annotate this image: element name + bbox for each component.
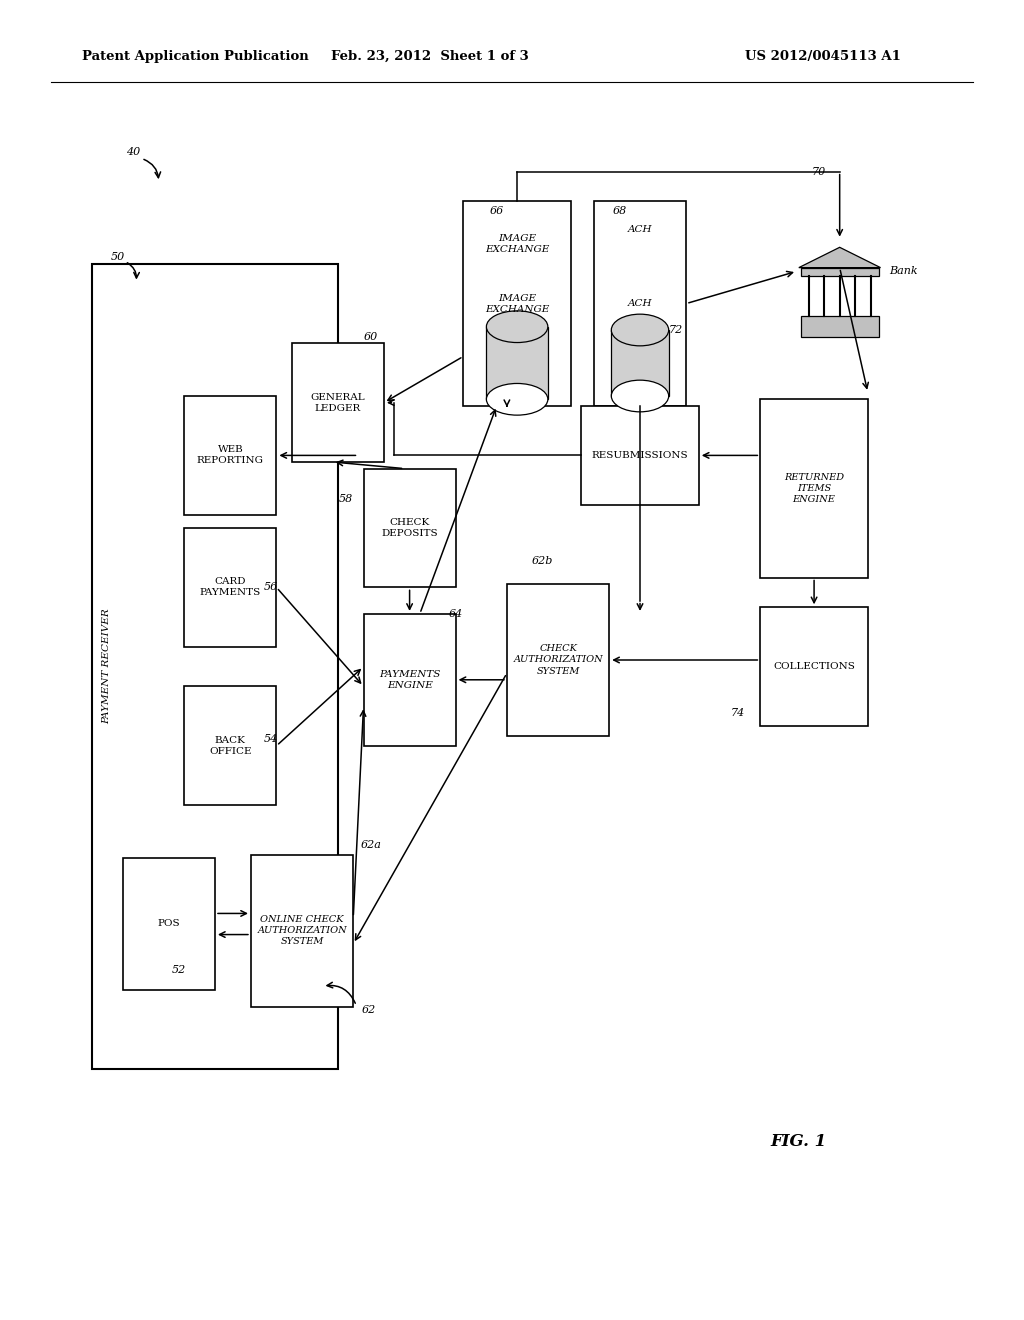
Text: CHECK
DEPOSITS: CHECK DEPOSITS — [381, 517, 438, 539]
FancyBboxPatch shape — [507, 583, 609, 737]
FancyBboxPatch shape — [92, 264, 338, 1069]
FancyBboxPatch shape — [123, 858, 215, 990]
Ellipse shape — [486, 383, 548, 414]
Ellipse shape — [486, 312, 548, 343]
Text: 40: 40 — [126, 147, 140, 157]
Text: FIG. 1: FIG. 1 — [771, 1134, 826, 1150]
FancyBboxPatch shape — [582, 407, 698, 504]
FancyBboxPatch shape — [594, 201, 686, 407]
Text: IMAGE
EXCHANGE: IMAGE EXCHANGE — [485, 293, 549, 314]
Text: 72: 72 — [669, 325, 683, 335]
Text: Feb. 23, 2012  Sheet 1 of 3: Feb. 23, 2012 Sheet 1 of 3 — [331, 50, 529, 63]
FancyBboxPatch shape — [184, 686, 276, 805]
Text: 62b: 62b — [532, 556, 553, 566]
Text: 52: 52 — [172, 965, 186, 975]
Text: POS: POS — [158, 920, 180, 928]
FancyBboxPatch shape — [251, 855, 353, 1006]
Text: 56: 56 — [264, 582, 279, 593]
Text: 50: 50 — [111, 252, 125, 263]
Bar — [611, 330, 669, 396]
FancyBboxPatch shape — [463, 201, 571, 407]
Text: 74: 74 — [730, 708, 744, 718]
FancyBboxPatch shape — [292, 343, 384, 462]
Text: CHECK
AUTHORIZATION
SYSTEM: CHECK AUTHORIZATION SYSTEM — [513, 644, 603, 676]
FancyBboxPatch shape — [364, 614, 456, 746]
Text: BACK
OFFICE: BACK OFFICE — [209, 735, 252, 756]
Text: ACH: ACH — [628, 300, 652, 308]
Text: PAYMENT RECEIVER: PAYMENT RECEIVER — [102, 609, 111, 725]
Text: Patent Application Publication: Patent Application Publication — [82, 50, 308, 63]
Text: Bank: Bank — [889, 267, 918, 276]
Bar — [486, 326, 548, 399]
Text: ONLINE CHECK
AUTHORIZATION
SYSTEM: ONLINE CHECK AUTHORIZATION SYSTEM — [257, 915, 347, 946]
Ellipse shape — [611, 380, 669, 412]
Text: 66: 66 — [489, 206, 504, 216]
Bar — [801, 268, 879, 276]
Text: 54: 54 — [264, 734, 279, 744]
Bar — [801, 317, 879, 337]
Text: WEB
REPORTING: WEB REPORTING — [197, 445, 264, 466]
Text: PAYMENTS
ENGINE: PAYMENTS ENGINE — [379, 669, 440, 690]
Text: RESUBMISSIONS: RESUBMISSIONS — [592, 451, 688, 459]
Text: RETURNED
ITEMS
ENGINE: RETURNED ITEMS ENGINE — [784, 473, 844, 504]
FancyBboxPatch shape — [760, 399, 868, 578]
Text: IMAGE
EXCHANGE: IMAGE EXCHANGE — [485, 235, 549, 255]
Text: US 2012/0045113 A1: US 2012/0045113 A1 — [745, 50, 901, 63]
Text: GENERAL
LEDGER: GENERAL LEDGER — [310, 392, 366, 413]
Text: ACH: ACH — [628, 224, 652, 234]
Text: 60: 60 — [364, 331, 378, 342]
Text: 68: 68 — [612, 206, 627, 216]
Text: 62: 62 — [361, 1005, 376, 1015]
Text: 62a: 62a — [360, 840, 381, 850]
Ellipse shape — [611, 314, 669, 346]
FancyBboxPatch shape — [184, 528, 276, 647]
Text: 70: 70 — [812, 166, 826, 177]
Text: CARD
PAYMENTS: CARD PAYMENTS — [200, 577, 261, 598]
Text: 64: 64 — [449, 609, 463, 619]
Text: COLLECTIONS: COLLECTIONS — [773, 663, 855, 671]
FancyBboxPatch shape — [184, 396, 276, 515]
FancyBboxPatch shape — [364, 469, 456, 587]
FancyBboxPatch shape — [760, 607, 868, 726]
Text: 58: 58 — [339, 494, 353, 504]
Polygon shape — [799, 247, 881, 268]
